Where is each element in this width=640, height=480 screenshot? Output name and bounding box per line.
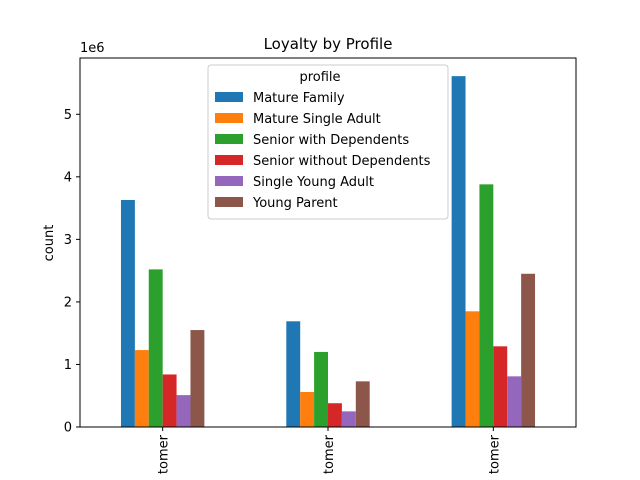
bar-single-young-adult-2 (507, 376, 522, 427)
bar-senior-with-dependents-2 (479, 184, 494, 427)
bar-single-young-adult-1 (341, 411, 356, 427)
x-tick-label: tomer (322, 434, 337, 474)
legend-entry-label: Mature Single Adult (253, 112, 381, 127)
bar-senior-without-dependents-1 (328, 403, 342, 427)
legend-entry-label: Senior with Dependents (253, 133, 409, 148)
y-tick-label: 1 (64, 358, 72, 373)
y-tick-label: 5 (64, 108, 72, 123)
legend-entry-label: Senior without Dependents (253, 154, 431, 169)
y-scale-label: 1e6 (80, 41, 105, 56)
bar-young-parent-0 (190, 330, 205, 427)
y-tick-label: 2 (64, 295, 72, 310)
chart-title: Loyalty by Profile (264, 35, 393, 53)
legend-box (207, 64, 449, 220)
bar-young-parent-1 (355, 381, 370, 427)
x-axis: tomer tomer tomer (157, 427, 502, 474)
bar-senior-with-dependents-1 (314, 351, 328, 427)
bar-senior-with-dependents-0 (148, 269, 163, 427)
bar-mature-family-1 (286, 321, 301, 427)
legend-swatch (215, 197, 243, 207)
bar-single-young-adult-0 (176, 395, 191, 427)
bar-mature-single-adult-0 (134, 350, 149, 427)
legend: profile Mature Family Mature Single Adult S… (207, 64, 449, 220)
bar-mature-family-2 (451, 76, 466, 427)
y-axis-label: count (42, 225, 57, 262)
y-axis: 0 1 2 3 4 5 (64, 108, 80, 436)
bar-mature-family-0 (120, 199, 135, 427)
legend-entry-label: Mature Family (253, 91, 345, 106)
plot-frame (79, 57, 577, 428)
legend-entry-label: Single Young Adult (253, 175, 374, 190)
x-tick-label: tomer (157, 434, 172, 474)
legend-swatch (215, 113, 243, 123)
x-tick-label: tomer (487, 434, 502, 474)
y-tick-label: 0 (64, 421, 72, 436)
y-tick-label: 3 (64, 233, 72, 248)
legend-entry-label: Young Parent (252, 196, 338, 211)
bar-senior-without-dependents-2 (493, 346, 508, 427)
legend-title: profile (299, 70, 340, 85)
bar-young-parent-2 (521, 273, 536, 427)
y-tick-label: 4 (64, 170, 72, 185)
bar-mature-single-adult-1 (300, 391, 315, 427)
legend-swatch (215, 176, 243, 186)
legend-swatch (215, 92, 243, 102)
plot-area (120, 76, 536, 427)
bar-senior-without-dependents-0 (162, 374, 177, 427)
bar-mature-single-adult-2 (465, 311, 480, 427)
legend-swatch (215, 155, 243, 165)
legend-swatch (215, 134, 243, 144)
